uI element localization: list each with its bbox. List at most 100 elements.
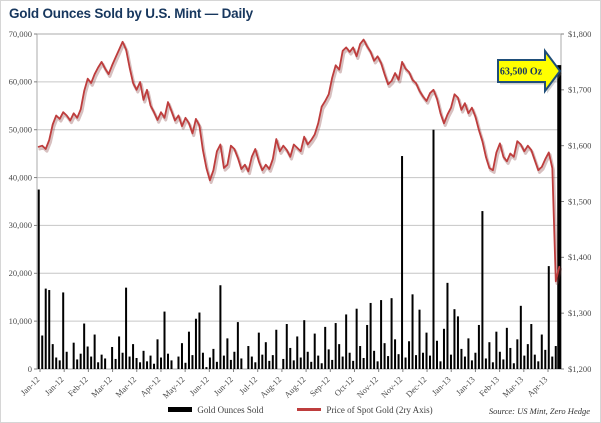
bar-gold-ounces: [118, 336, 121, 369]
bar-gold-ounces: [313, 333, 316, 369]
bar-gold-ounces: [247, 346, 250, 369]
left-axis-tick-label: 70,000: [9, 29, 32, 39]
bar-gold-ounces: [338, 344, 341, 369]
x-axis-tick-label: Jul-12: [237, 374, 259, 396]
bar-gold-ounces: [390, 298, 393, 369]
bar-gold-ounces: [236, 322, 239, 369]
bar-gold-ounces: [167, 353, 169, 369]
bar-gold-ounces: [261, 354, 264, 369]
x-axis-tick-label: Nov-12: [379, 374, 404, 399]
bar-gold-ounces: [257, 332, 260, 369]
bar-gold-ounces: [352, 360, 355, 369]
bar-gold-ounces: [285, 324, 288, 369]
bar-gold-ounces: [233, 351, 236, 369]
bar-gold-ounces: [439, 361, 442, 369]
bar-gold-ounces: [547, 266, 550, 369]
bar-gold-ounces: [512, 363, 515, 369]
bar-gold-ounces: [184, 362, 187, 369]
bar-gold-ounces: [348, 352, 351, 369]
bar-gold-ounces: [401, 156, 404, 369]
bar-gold-ounces: [44, 288, 47, 369]
bar-gold-ounces: [58, 360, 61, 369]
bar-gold-ounces: [408, 341, 411, 369]
bar-gold-ounces: [488, 342, 491, 369]
left-axis-tick-label: 60,000: [9, 77, 32, 87]
bar-gold-ounces: [226, 338, 229, 369]
bar-gold-ounces: [292, 360, 295, 369]
bar-gold-ounces: [519, 305, 522, 369]
bar-gold-ounces: [446, 282, 449, 369]
bar-gold-ounces: [516, 339, 519, 369]
bar-gold-ounces: [104, 358, 107, 369]
bar-gold-ounces: [76, 359, 79, 369]
left-axis-tick-label: 10,000: [9, 316, 32, 326]
bar-gold-ounces: [215, 361, 218, 369]
bar-gold-ounces: [310, 361, 313, 369]
bar-gold-ounces: [100, 354, 103, 369]
bar-gold-ounces: [429, 355, 431, 369]
bar-gold-ounces: [537, 361, 540, 369]
bar-gold-ounces: [397, 354, 400, 369]
x-axis-tick-label: Nov-12: [355, 374, 380, 399]
bar-gold-ounces: [544, 349, 547, 369]
bar-gold-ounces: [505, 327, 508, 369]
bar-gold-ounces: [324, 326, 327, 369]
bar-gold-ounces: [373, 350, 376, 369]
bar-gold-ounces: [160, 357, 163, 369]
bar-gold-ounces: [93, 334, 96, 369]
bar-gold-ounces: [467, 338, 470, 369]
bar-gold-ounces: [62, 292, 65, 369]
x-axis-tick-label: Mar-12: [113, 374, 138, 399]
chart-title: Gold Ounces Sold by U.S. Mint — Daily: [9, 6, 253, 21]
bar-gold-ounces: [177, 356, 180, 369]
bar-gold-ounces: [415, 355, 418, 369]
bar-gold-ounces: [198, 312, 201, 369]
bar-gold-ounces: [495, 331, 498, 369]
bar-gold-ounces: [289, 347, 292, 369]
bar-gold-ounces: [449, 354, 452, 369]
bar-gold-ounces: [387, 356, 390, 369]
bar-gold-ounces: [435, 340, 438, 369]
bar-gold-ounces: [530, 324, 533, 369]
bar-gold-ounces: [327, 349, 330, 369]
bar-gold-ounces: [156, 339, 159, 369]
bar-gold-ounces: [125, 287, 128, 369]
bar-gold-ounces: [359, 346, 362, 369]
bar-gold-ounces: [240, 358, 243, 369]
right-axis-tick-label: $1,200: [568, 364, 591, 374]
bar-gold-ounces: [484, 358, 487, 369]
bar-gold-ounces: [404, 357, 407, 369]
left-axis-tick-label: 0: [28, 364, 32, 374]
x-axis-tick-label: Mar-13: [500, 374, 525, 399]
bar-gold-ounces: [37, 189, 40, 369]
left-axis-tick-label: 50,000: [9, 125, 32, 135]
chart-legend: Gold Ounces Sold Price of Spot Gold (2ry…: [1, 402, 600, 417]
x-axis-tick-label: Jan-13: [454, 374, 477, 397]
bar-gold-ounces: [153, 363, 156, 369]
bar-gold-ounces: [212, 348, 215, 369]
bar-gold-ounces: [331, 359, 334, 369]
right-axis-tick-label: $1,800: [568, 29, 591, 39]
bar-gold-ounces: [554, 346, 557, 369]
legend-line-label: Price of Spot Gold (2ry Axis): [326, 404, 433, 415]
bar-gold-ounces: [383, 343, 386, 369]
bar-gold-ounces: [149, 355, 152, 369]
bar-gold-ounces: [201, 352, 204, 369]
x-axis-tick-label: Jan-12: [18, 374, 41, 397]
bar-gold-ounces: [180, 343, 183, 369]
bar-gold-ounces: [187, 331, 190, 369]
bar-gold-ounces: [341, 356, 344, 369]
bar-gold-ounces: [442, 328, 445, 369]
x-axis-tick-label: May-12: [160, 374, 186, 400]
bar-gold-ounces: [194, 318, 197, 369]
left-axis-tick-label: 30,000: [9, 220, 32, 230]
bar-gold-ounces: [51, 344, 54, 369]
bar-gold-ounces: [533, 354, 536, 369]
bar-gold-ounces: [219, 285, 222, 369]
bar-gold-ounces: [551, 356, 554, 369]
bar-gold-ounces: [83, 323, 86, 369]
x-axis-tick-label: Aug-12: [258, 374, 283, 399]
annotation-arrow: [497, 48, 562, 94]
bar-gold-ounces: [97, 362, 100, 369]
